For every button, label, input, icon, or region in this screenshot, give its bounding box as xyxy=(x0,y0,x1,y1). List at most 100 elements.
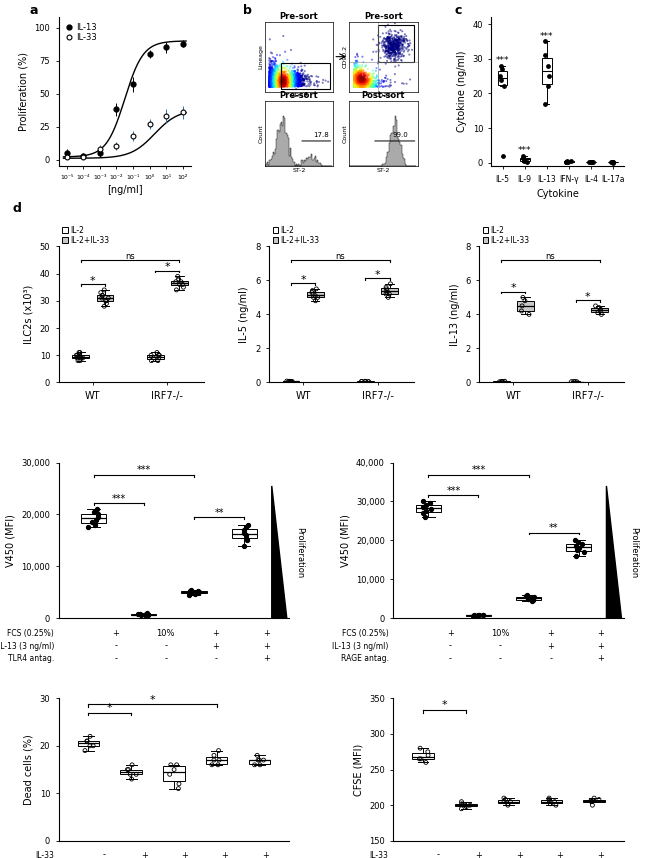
Point xyxy=(414,752,424,765)
Point xyxy=(465,798,475,812)
PathPatch shape xyxy=(72,355,89,358)
Point xyxy=(363,375,374,389)
Point xyxy=(573,535,584,549)
Text: ***: *** xyxy=(112,494,126,504)
Text: +: + xyxy=(262,850,269,858)
Point xyxy=(587,798,597,812)
Text: -: - xyxy=(549,654,552,663)
Point xyxy=(571,540,582,553)
Point xyxy=(528,594,538,607)
Text: IL-33: IL-33 xyxy=(370,850,389,858)
Text: 10%: 10% xyxy=(491,629,510,638)
Text: *: * xyxy=(107,703,112,713)
PathPatch shape xyxy=(147,355,164,359)
Point xyxy=(496,375,506,389)
Legend: IL-2, IL-2+IL-33: IL-2, IL-2+IL-33 xyxy=(62,226,109,245)
Text: +: + xyxy=(547,629,554,638)
Point xyxy=(90,518,100,532)
Point xyxy=(240,521,251,535)
Point xyxy=(142,607,152,621)
Point xyxy=(529,589,539,603)
Point xyxy=(313,291,323,305)
PathPatch shape xyxy=(584,800,605,801)
Point xyxy=(384,287,395,301)
Point xyxy=(518,154,528,168)
Point xyxy=(496,59,506,73)
Point xyxy=(593,305,603,319)
Text: RAGE antag.: RAGE antag. xyxy=(341,654,389,663)
Point xyxy=(174,272,184,286)
X-axis label: Cytokine: Cytokine xyxy=(536,189,579,199)
Point xyxy=(418,506,428,520)
Point xyxy=(517,151,528,165)
PathPatch shape xyxy=(516,596,541,600)
Point xyxy=(570,375,580,389)
Point xyxy=(471,609,482,623)
Point xyxy=(126,772,136,786)
Point xyxy=(589,791,599,805)
Point xyxy=(153,348,164,362)
Text: *: * xyxy=(300,275,306,285)
Point xyxy=(172,269,183,283)
Point xyxy=(587,155,597,169)
Point xyxy=(586,155,596,169)
Text: *: * xyxy=(511,283,516,293)
Point xyxy=(517,291,528,305)
Text: ***: *** xyxy=(471,466,486,475)
Point xyxy=(307,286,317,299)
Point xyxy=(382,284,393,298)
Point xyxy=(83,521,93,535)
Point xyxy=(133,607,144,621)
Point xyxy=(124,763,134,776)
Point xyxy=(421,756,431,770)
Point xyxy=(563,154,573,168)
Text: +: + xyxy=(213,642,220,650)
Point xyxy=(356,375,367,389)
Y-axis label: V450 (MFI): V450 (MFI) xyxy=(6,514,16,567)
Legend: IL-2, IL-2+IL-33: IL-2, IL-2+IL-33 xyxy=(272,226,319,245)
Point xyxy=(595,302,606,316)
Point xyxy=(213,758,223,771)
Point xyxy=(584,155,594,169)
Point xyxy=(421,498,431,512)
Y-axis label: Dead cells (%): Dead cells (%) xyxy=(24,734,34,805)
Text: 10%: 10% xyxy=(157,629,175,638)
Point xyxy=(143,608,153,622)
PathPatch shape xyxy=(455,804,476,807)
Text: **: ** xyxy=(214,508,224,517)
Point xyxy=(80,744,90,758)
Text: -: - xyxy=(214,654,218,663)
Point xyxy=(93,511,103,524)
Point xyxy=(544,791,554,805)
PathPatch shape xyxy=(541,57,552,84)
Point xyxy=(169,763,179,776)
Point xyxy=(595,304,606,317)
Text: b: b xyxy=(242,4,252,17)
Text: TLR4 antag.: TLR4 antag. xyxy=(8,654,54,663)
Point xyxy=(243,518,254,532)
Point xyxy=(77,351,88,365)
Point xyxy=(97,288,107,302)
Point xyxy=(140,608,151,622)
Point xyxy=(209,753,219,767)
Point xyxy=(474,608,485,622)
Point xyxy=(521,589,531,603)
Point xyxy=(171,283,181,297)
PathPatch shape xyxy=(592,308,608,312)
Text: -: - xyxy=(448,654,452,663)
Point xyxy=(586,795,597,808)
Point xyxy=(193,584,203,598)
Text: +: + xyxy=(181,850,188,858)
Point xyxy=(311,282,322,296)
Text: ***: *** xyxy=(447,486,460,496)
Point xyxy=(608,155,618,169)
Point xyxy=(608,155,618,169)
Polygon shape xyxy=(272,486,287,618)
Point xyxy=(469,607,479,621)
Point xyxy=(545,797,556,811)
Point xyxy=(192,585,202,599)
Point xyxy=(383,291,393,305)
Point xyxy=(596,307,606,321)
Point xyxy=(544,795,554,808)
Point xyxy=(136,608,146,622)
